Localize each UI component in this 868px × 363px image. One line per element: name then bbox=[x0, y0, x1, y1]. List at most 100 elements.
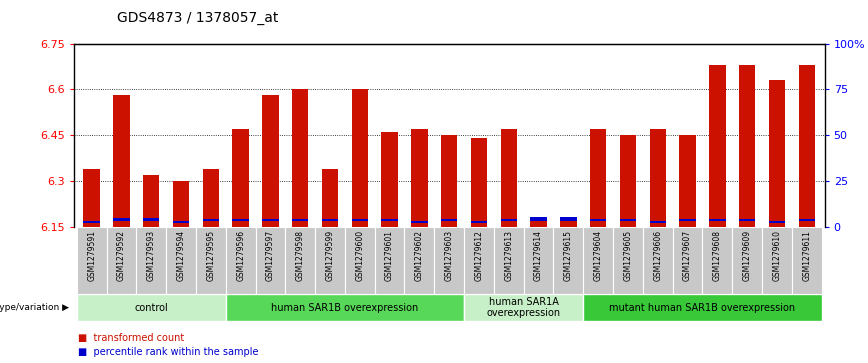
Text: GDS4873 / 1378057_at: GDS4873 / 1378057_at bbox=[117, 11, 279, 25]
Text: GSM1279599: GSM1279599 bbox=[326, 230, 334, 281]
Bar bbox=[76, 227, 107, 294]
Text: GSM1279613: GSM1279613 bbox=[504, 230, 513, 281]
Bar bbox=[411, 129, 428, 227]
Text: control: control bbox=[135, 303, 168, 313]
Text: GSM1279600: GSM1279600 bbox=[355, 230, 365, 281]
Bar bbox=[501, 219, 517, 221]
Text: GSM1279595: GSM1279595 bbox=[207, 230, 215, 281]
Bar bbox=[739, 65, 755, 227]
Bar bbox=[441, 135, 457, 227]
Text: human SAR1B overexpression: human SAR1B overexpression bbox=[272, 303, 418, 313]
Bar bbox=[292, 89, 308, 227]
Bar bbox=[613, 227, 643, 294]
Bar bbox=[673, 227, 702, 294]
Bar bbox=[375, 227, 404, 294]
Bar bbox=[554, 227, 583, 294]
Bar bbox=[262, 95, 279, 227]
Bar bbox=[799, 219, 815, 221]
Bar bbox=[292, 219, 308, 221]
Bar bbox=[494, 227, 523, 294]
Bar bbox=[286, 227, 315, 294]
Bar bbox=[792, 227, 822, 294]
Bar bbox=[226, 294, 464, 321]
Bar bbox=[262, 219, 279, 221]
Bar bbox=[441, 219, 457, 221]
Text: GSM1279606: GSM1279606 bbox=[654, 230, 662, 281]
Text: genotype/variation ▶: genotype/variation ▶ bbox=[0, 303, 69, 312]
Text: GSM1279611: GSM1279611 bbox=[802, 230, 812, 281]
Bar bbox=[143, 175, 160, 227]
Text: GSM1279614: GSM1279614 bbox=[534, 230, 543, 281]
Bar bbox=[799, 65, 815, 227]
Text: GSM1279596: GSM1279596 bbox=[236, 230, 245, 281]
Bar bbox=[470, 138, 487, 227]
Text: GSM1279591: GSM1279591 bbox=[87, 230, 96, 281]
Text: GSM1279607: GSM1279607 bbox=[683, 230, 692, 281]
Bar bbox=[769, 221, 786, 223]
Bar bbox=[255, 227, 286, 294]
Bar bbox=[233, 129, 249, 227]
Text: GSM1279602: GSM1279602 bbox=[415, 230, 424, 281]
Bar bbox=[136, 227, 166, 294]
Bar bbox=[411, 221, 428, 223]
Bar bbox=[620, 135, 636, 227]
Bar bbox=[702, 227, 733, 294]
Text: GSM1279610: GSM1279610 bbox=[773, 230, 781, 281]
Bar bbox=[649, 221, 666, 223]
Text: GSM1279601: GSM1279601 bbox=[385, 230, 394, 281]
Bar bbox=[709, 65, 726, 227]
Bar bbox=[381, 219, 398, 221]
Bar bbox=[107, 227, 136, 294]
Text: human SAR1A
overexpression: human SAR1A overexpression bbox=[487, 297, 561, 318]
Bar bbox=[173, 181, 189, 227]
Bar bbox=[649, 129, 666, 227]
Bar bbox=[196, 227, 226, 294]
Bar bbox=[173, 221, 189, 223]
Bar bbox=[113, 218, 129, 221]
Bar bbox=[680, 219, 696, 221]
Text: GSM1279605: GSM1279605 bbox=[623, 230, 633, 281]
Bar bbox=[143, 218, 160, 221]
Bar bbox=[643, 227, 673, 294]
Bar bbox=[381, 132, 398, 227]
Text: mutant human SAR1B overexpression: mutant human SAR1B overexpression bbox=[609, 303, 795, 313]
Text: ■  percentile rank within the sample: ■ percentile rank within the sample bbox=[78, 347, 259, 357]
Bar bbox=[620, 219, 636, 221]
Bar bbox=[470, 221, 487, 223]
Text: GSM1279592: GSM1279592 bbox=[117, 230, 126, 281]
Bar bbox=[352, 219, 368, 221]
Bar bbox=[590, 129, 607, 227]
Text: GSM1279594: GSM1279594 bbox=[176, 230, 186, 281]
Bar bbox=[226, 227, 255, 294]
Bar bbox=[769, 80, 786, 227]
Bar bbox=[83, 169, 100, 227]
Bar bbox=[113, 95, 129, 227]
Bar bbox=[733, 227, 762, 294]
Bar bbox=[315, 227, 345, 294]
Text: GSM1279615: GSM1279615 bbox=[564, 230, 573, 281]
Bar bbox=[709, 219, 726, 221]
Bar bbox=[352, 89, 368, 227]
Bar bbox=[560, 221, 576, 227]
Bar bbox=[233, 219, 249, 221]
Bar bbox=[202, 219, 219, 221]
Text: GSM1279603: GSM1279603 bbox=[444, 230, 454, 281]
Text: ■  transformed count: ■ transformed count bbox=[78, 333, 184, 343]
Bar bbox=[166, 227, 196, 294]
Text: GSM1279609: GSM1279609 bbox=[743, 230, 752, 281]
Text: GSM1279612: GSM1279612 bbox=[475, 230, 483, 281]
Bar bbox=[739, 219, 755, 221]
Text: GSM1279608: GSM1279608 bbox=[713, 230, 722, 281]
Bar bbox=[76, 294, 226, 321]
Bar bbox=[530, 221, 547, 227]
Bar bbox=[680, 135, 696, 227]
Bar bbox=[345, 227, 375, 294]
Bar bbox=[523, 227, 554, 294]
Bar bbox=[583, 294, 822, 321]
Bar bbox=[560, 217, 576, 221]
Bar bbox=[434, 227, 464, 294]
Bar bbox=[464, 294, 583, 321]
Bar bbox=[322, 169, 339, 227]
Bar bbox=[583, 227, 613, 294]
Text: GSM1279597: GSM1279597 bbox=[266, 230, 275, 281]
